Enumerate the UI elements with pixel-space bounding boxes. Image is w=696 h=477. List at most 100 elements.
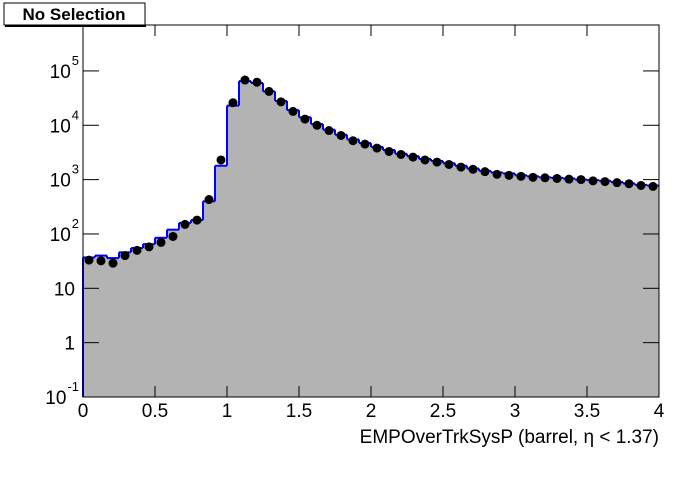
histogram-bar — [503, 173, 515, 397]
data-point — [528, 172, 538, 182]
data-point — [408, 152, 418, 162]
histogram-bar — [166, 229, 180, 397]
y-tick-label: 10 — [54, 279, 75, 300]
histogram-bar — [299, 117, 311, 398]
data-point — [516, 171, 526, 181]
y-tick-label: 10 — [45, 388, 66, 409]
data-point — [396, 149, 406, 159]
data-point — [276, 97, 286, 107]
data-point — [312, 120, 322, 130]
histogram-bar — [191, 220, 203, 397]
histogram-bar — [634, 184, 648, 397]
selection-button[interactable]: No Selection — [3, 2, 146, 27]
data-point — [384, 146, 394, 156]
histogram-bar — [539, 177, 551, 397]
x-tick-label: 2.5 — [430, 401, 456, 422]
data-point — [240, 75, 250, 85]
data-point — [108, 258, 118, 268]
data-point — [180, 219, 190, 229]
data-point — [492, 169, 502, 179]
x-axis-title: EMPOverTrkSysP (barrel, η < 1.37) — [360, 427, 659, 448]
x-tick-label: 4 — [654, 401, 665, 422]
data-point — [624, 179, 634, 189]
histogram-bar — [382, 150, 396, 397]
data-point — [456, 162, 466, 172]
histogram-bar — [395, 153, 407, 397]
histogram-bar — [335, 134, 347, 398]
data-point — [420, 155, 430, 165]
x-tick-label: 0.5 — [142, 401, 168, 422]
histogram-bar — [611, 182, 623, 397]
histogram-bar — [287, 110, 299, 397]
data-point — [264, 86, 274, 96]
x-tick-label: 1.5 — [286, 401, 312, 422]
data-point — [144, 242, 154, 252]
data-point — [132, 245, 142, 255]
data-point — [588, 176, 598, 186]
data-point — [216, 155, 226, 165]
histogram-bar — [251, 82, 263, 398]
data-point — [648, 181, 658, 191]
histogram-bar — [587, 180, 599, 397]
data-point — [288, 106, 298, 116]
histogram-bar — [598, 180, 612, 397]
histogram-bar — [310, 124, 324, 398]
histogram-bar — [359, 143, 371, 397]
histogram-bar — [479, 170, 491, 397]
histogram-bar — [647, 185, 659, 397]
histogram-bar — [143, 244, 155, 397]
x-tick-label: 2 — [366, 401, 377, 422]
data-point — [468, 164, 478, 174]
histogram-bar — [575, 179, 587, 397]
histogram-bar — [274, 100, 288, 398]
data-point — [84, 255, 94, 265]
histogram-bar — [467, 168, 479, 397]
y-tick-exponent: 3 — [72, 162, 79, 177]
histogram-bar — [155, 237, 167, 397]
data-point — [204, 195, 214, 205]
histogram-bar — [551, 177, 563, 397]
histogram-bar — [526, 176, 540, 397]
histogram-bar — [202, 201, 216, 397]
y-tick-label: 10 — [50, 62, 71, 83]
data-point — [480, 167, 490, 177]
data-point — [564, 174, 574, 184]
histogram-bar — [623, 183, 635, 397]
histogram-bar — [227, 105, 239, 397]
histogram-bar — [346, 139, 360, 397]
data-point — [444, 159, 454, 169]
data-point — [576, 175, 586, 185]
histogram-bar — [407, 156, 419, 397]
y-tick-label: 10 — [50, 116, 71, 137]
button-label[interactable]: No Selection — [23, 5, 126, 24]
data-point — [120, 251, 130, 261]
data-point — [336, 130, 346, 140]
data-point — [600, 177, 610, 187]
data-point — [372, 143, 382, 153]
data-point — [168, 231, 178, 241]
histogram-bar — [371, 146, 383, 397]
histogram-bar — [119, 252, 131, 397]
histogram-bar — [179, 222, 191, 397]
data-point — [252, 77, 262, 87]
histogram-bar — [490, 172, 504, 397]
frame — [82, 24, 660, 398]
data-point — [156, 237, 166, 247]
x-tick-label: 3.5 — [574, 401, 600, 422]
data-point — [300, 114, 310, 124]
histogram-bar — [238, 81, 252, 398]
histogram-bar — [454, 165, 468, 397]
data-point — [552, 173, 562, 183]
data-point — [504, 170, 514, 180]
y-tick-label: 1 — [64, 334, 75, 355]
histogram-bar — [562, 178, 576, 397]
data-point — [432, 157, 442, 167]
histogram-bar — [443, 163, 455, 397]
data-point — [540, 173, 550, 183]
y-tick-exponent: 4 — [72, 107, 79, 122]
y-tick-label: 10 — [50, 225, 71, 246]
x-tick-label: 0 — [78, 401, 89, 422]
data-point — [636, 180, 646, 190]
histogram-bar — [431, 161, 443, 397]
